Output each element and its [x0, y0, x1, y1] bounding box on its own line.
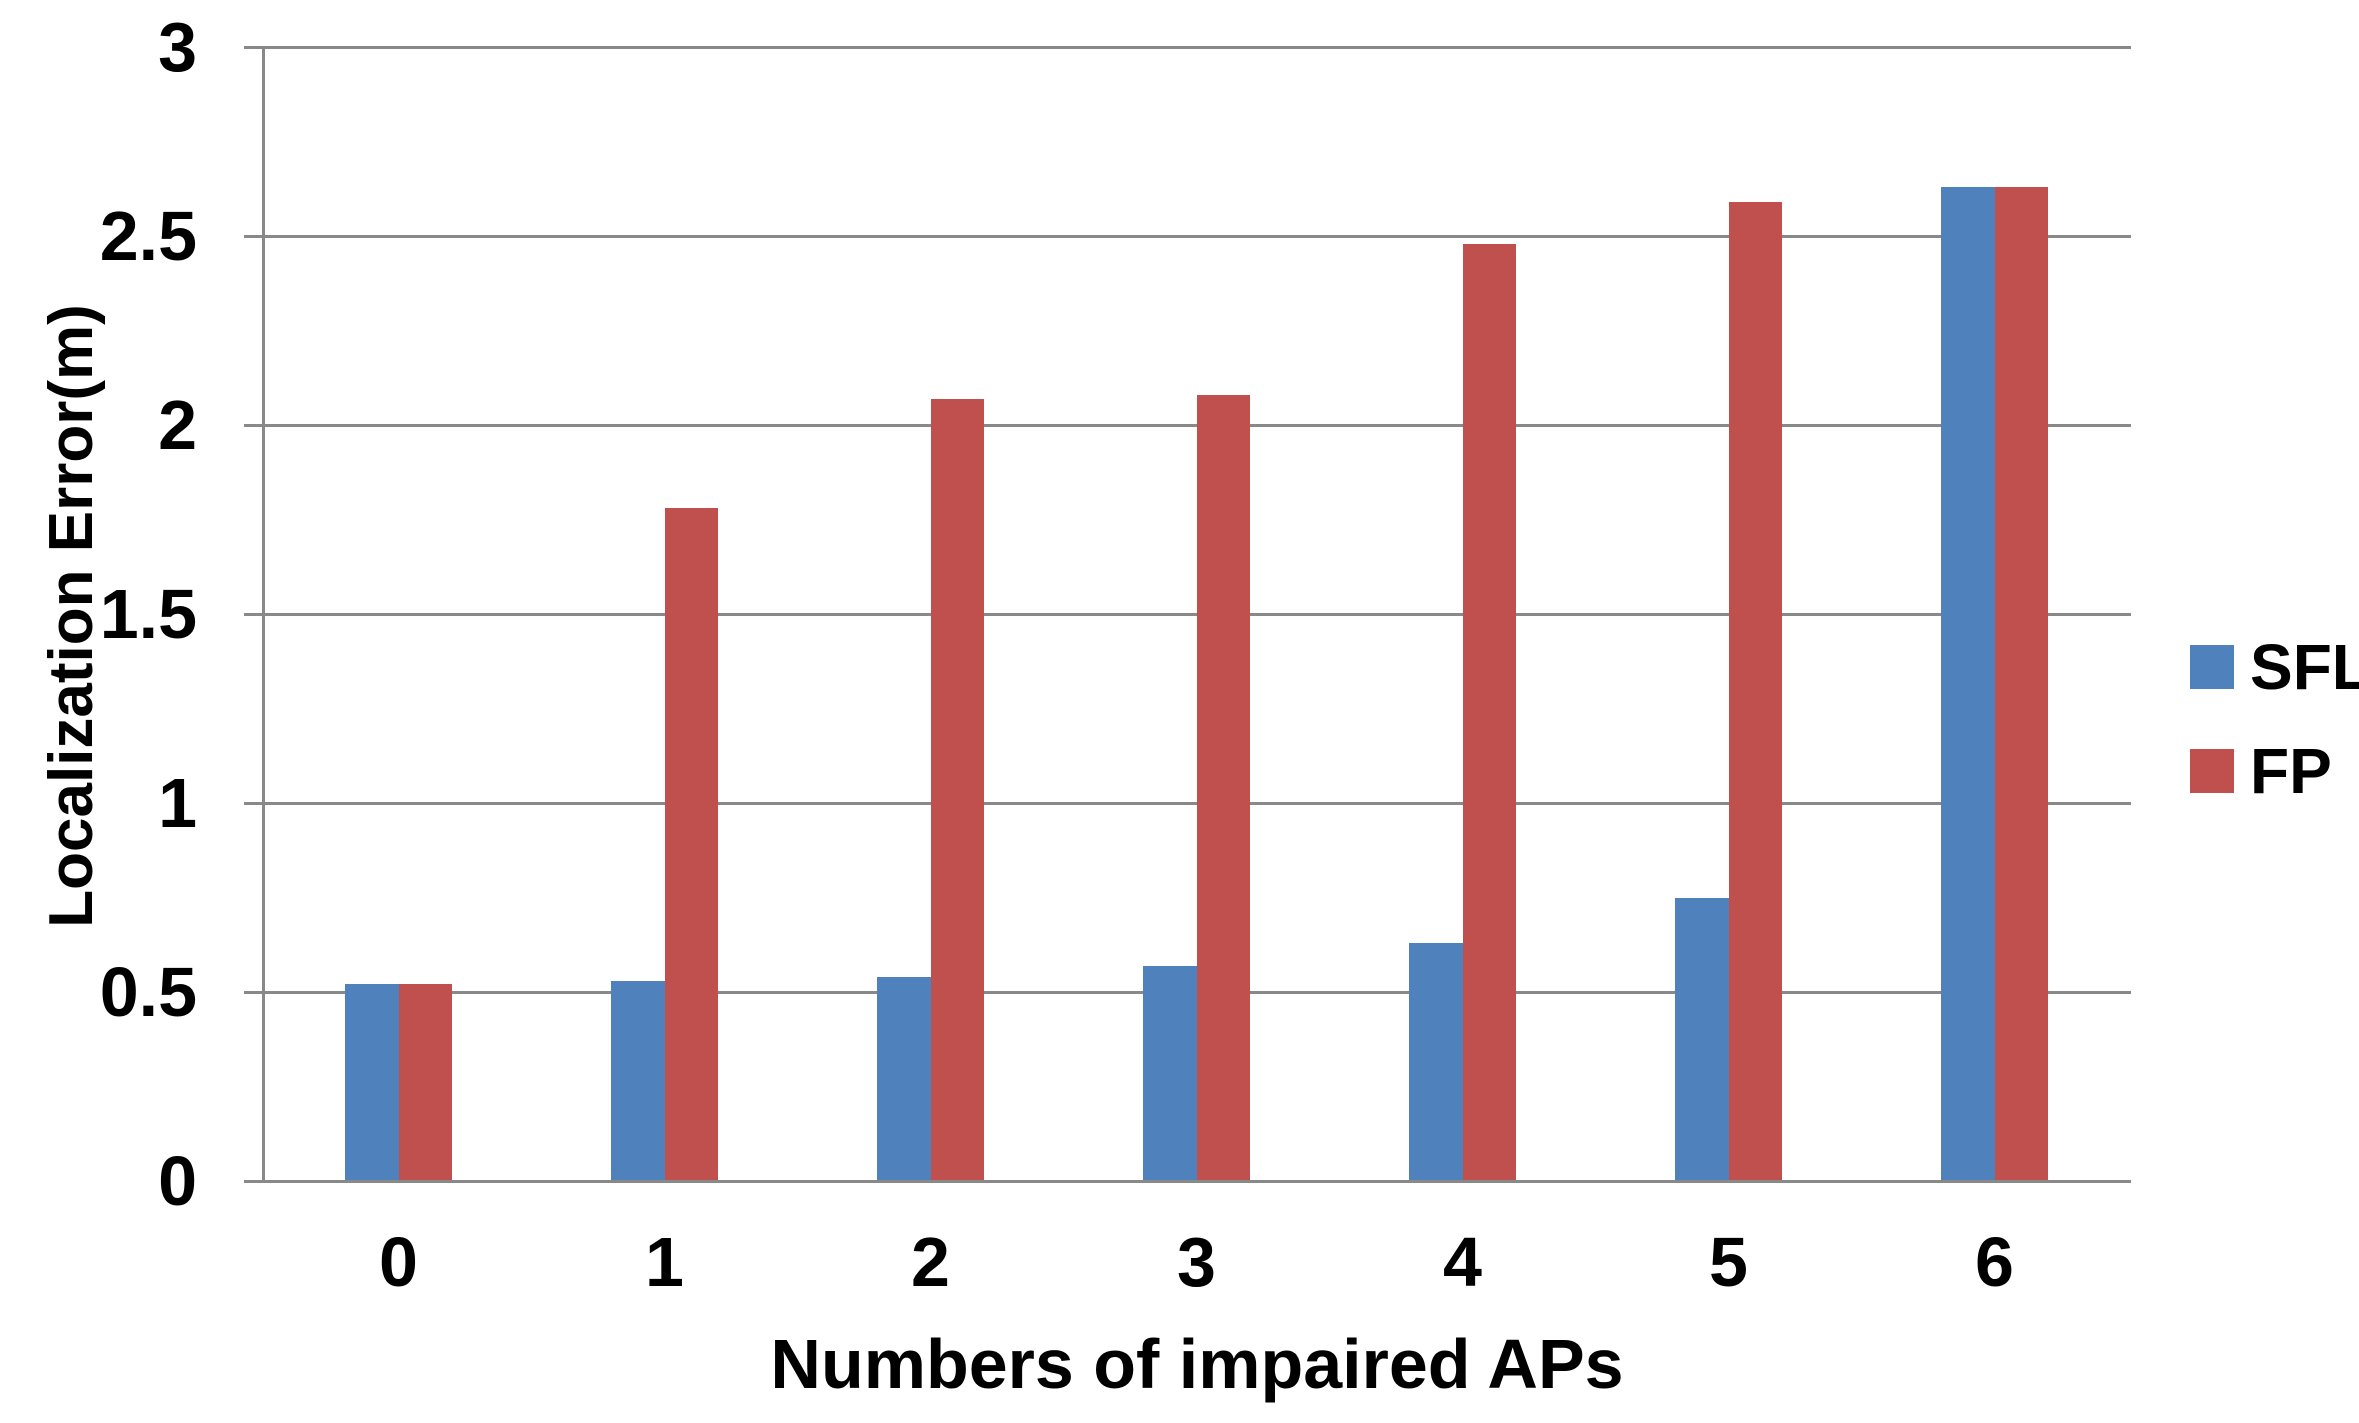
x-axis-line	[244, 1179, 2131, 1183]
gridline-y-3	[263, 45, 2131, 49]
y-tick-label: 1.5	[99, 575, 197, 653]
y-tickmark-1	[244, 801, 263, 805]
gridline-y-2.5	[263, 234, 2131, 238]
bar-SFL-5	[1675, 897, 1729, 1181]
x-axis-title: Numbers of impaired APs	[770, 1325, 1624, 1403]
legend-item-SFL: SFL	[2190, 631, 2359, 703]
bar-SFL-4	[1409, 942, 1463, 1181]
y-tick-label: 2	[158, 386, 197, 464]
y-tickmark-3	[244, 45, 263, 49]
bar-SFL-3	[1143, 965, 1197, 1181]
x-tick-label: 4	[1443, 1223, 1482, 1301]
y-tick-label: 1	[158, 764, 197, 842]
y-tickmark-0.5	[244, 990, 263, 994]
y-tick-label: 0.5	[99, 953, 197, 1031]
y-tick-label: 2.5	[99, 197, 197, 275]
bar-FP-4	[1462, 243, 1516, 1181]
legend-swatch-SFL	[2190, 645, 2234, 689]
y-axis-line	[261, 45, 265, 1183]
bar-FP-3	[1196, 394, 1250, 1181]
x-tick-label: 6	[1975, 1223, 2014, 1301]
bar-SFL-6	[1941, 186, 1995, 1181]
bar-SFL-0	[345, 984, 399, 1181]
y-tick-label: 3	[158, 8, 197, 86]
y-tickmark-2	[244, 423, 263, 427]
legend-label-FP: FP	[2250, 735, 2332, 807]
bar-FP-0	[398, 984, 452, 1181]
x-tick-label: 5	[1709, 1223, 1748, 1301]
bar-SFL-1	[611, 980, 665, 1181]
x-tick-label: 1	[645, 1223, 684, 1301]
bar-FP-1	[664, 508, 718, 1181]
legend-item-FP: FP	[2190, 735, 2332, 807]
legend-swatch-FP	[2190, 749, 2234, 793]
bar-FP-2	[930, 398, 984, 1181]
legend-label-SFL: SFL	[2250, 631, 2359, 703]
x-tick-label: 0	[379, 1223, 418, 1301]
x-tick-label: 2	[911, 1223, 950, 1301]
y-tickmark-2.5	[244, 234, 263, 238]
x-tick-label: 3	[1177, 1223, 1216, 1301]
y-tickmark-1.5	[244, 612, 263, 616]
bar-FP-6	[1994, 186, 2048, 1181]
bar-FP-5	[1728, 201, 1782, 1181]
bar-SFL-2	[877, 976, 931, 1181]
y-tick-label: 0	[158, 1142, 197, 1220]
